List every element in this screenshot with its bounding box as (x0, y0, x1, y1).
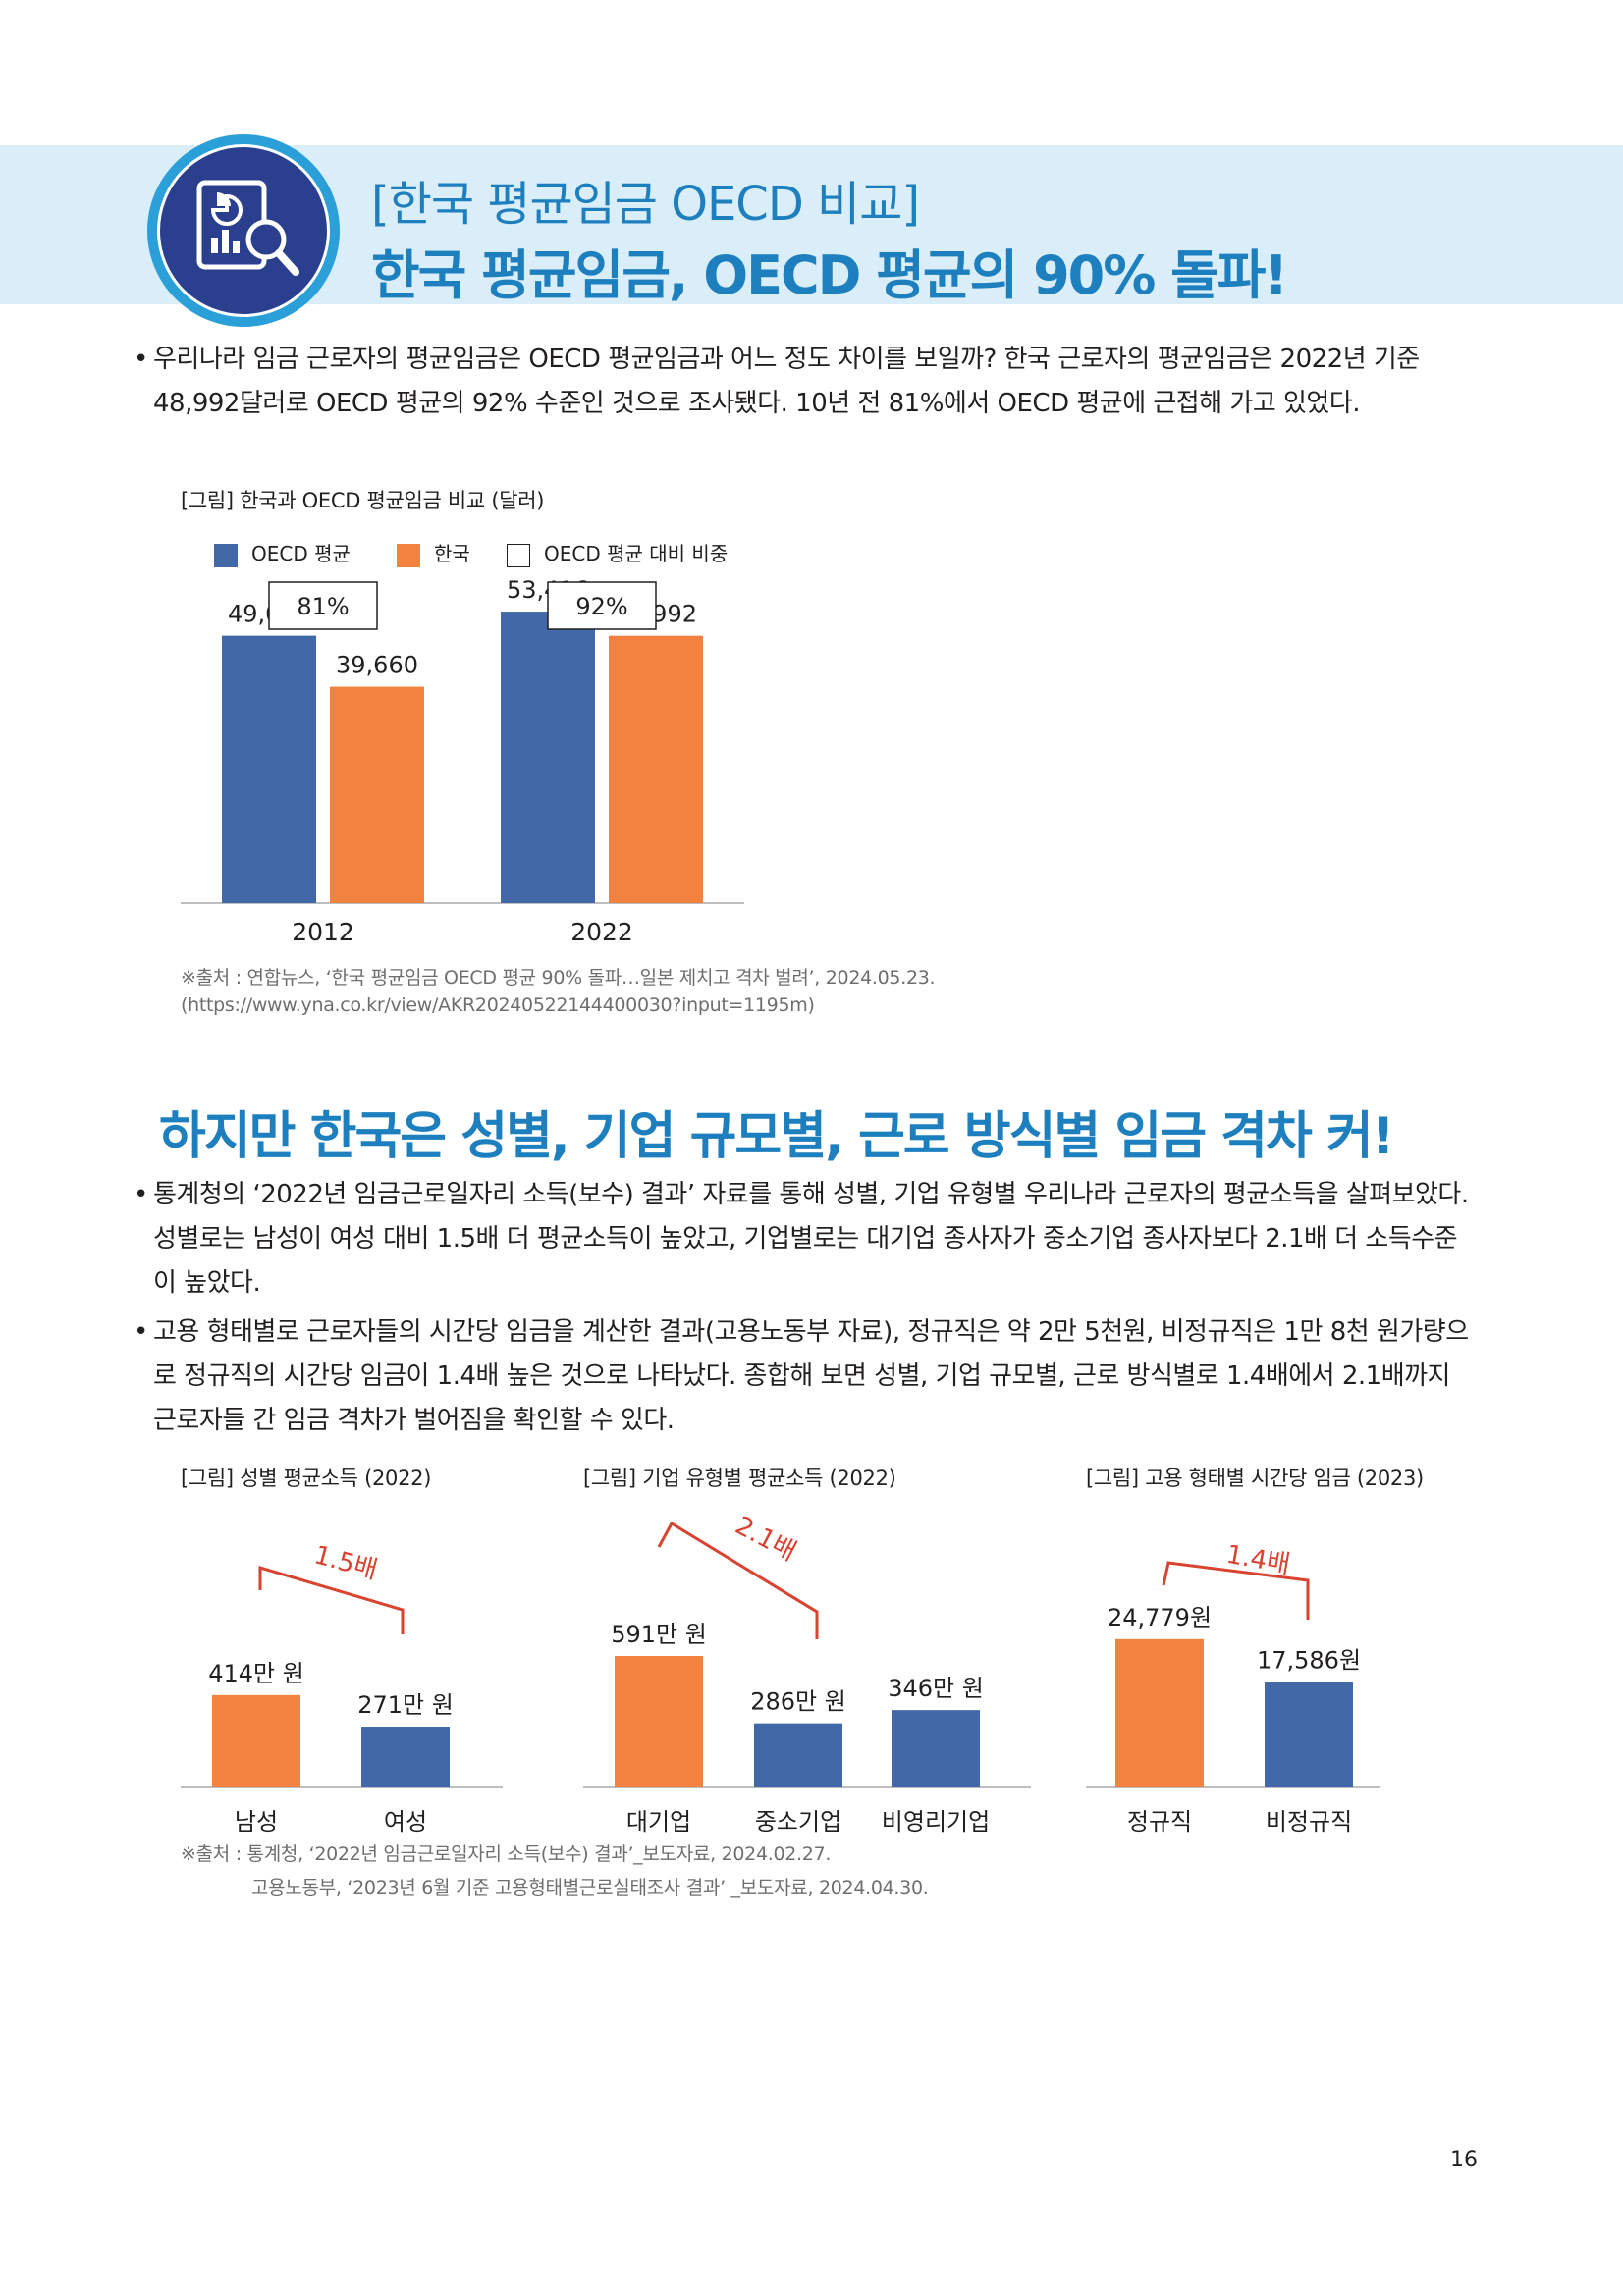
chart3-bar-비영리기업 (892, 1710, 980, 1787)
legend-label-korea: 한국 (434, 542, 470, 565)
chart2-bar-남성 (212, 1694, 300, 1787)
intro-text: 우리나라 임금 근로자의 평균임금은 OECD 평균임금과 어느 정도 차이를 … (153, 345, 1420, 418)
bullet-icon: • (134, 345, 148, 374)
chart1-caption: [그림] 한국과 OECD 평균임금 비교 (달러) (181, 489, 545, 512)
chart1-legend-oecd: OECD 평균 (214, 538, 351, 567)
legend-label-ratio: OECD 평균 대비 비중 (544, 542, 729, 565)
section2-source-line2: 고용노동부, ‘2023년 6월 기준 고용형태별근로실태조사 결과’ _보도자… (251, 1877, 929, 1898)
ratio-label-2022: 92% (575, 593, 627, 620)
chart1-source: ※출처 : 연합뉴스, ‘한국 평균임금 OECD 평균 90% 돌파…일본 제… (181, 967, 936, 1016)
chart4-value-label-비정규직: 17,586원 (1257, 1646, 1361, 1674)
bar-2022-0 (501, 612, 595, 903)
chart4-caption: [그림] 고용 형태별 시간당 임금 (2023) (1086, 1467, 1424, 1490)
legend-label-oecd: OECD 평균 (251, 542, 351, 565)
chart3-x-tick-대기업: 대기업 (626, 1808, 691, 1836)
section2-bullet2-text: 고용 형태별로 근로자들의 시간당 임금을 계산한 결과(고용노동부 자료), … (153, 1317, 1469, 1435)
legend-swatch-ratio (507, 543, 530, 567)
chart3-x-tick-중소기업: 중소기업 (755, 1808, 841, 1836)
report-magnifier-icon (147, 134, 340, 327)
ratio-box-2022 (547, 581, 657, 630)
chart2-value-label-남성: 414만 원 (208, 1660, 304, 1687)
ratio-label-2012: 81% (297, 593, 349, 620)
x-tick-2012: 2012 (292, 918, 354, 946)
chart4-x-tick-정규직: 정규직 (1127, 1808, 1192, 1836)
chart2-x-tick-남성: 남성 (235, 1808, 278, 1836)
bullet-icon: • (134, 1180, 148, 1209)
bar-label-2012-1: 39,660 (336, 652, 418, 679)
chart4-bar-비정규직 (1265, 1682, 1353, 1787)
section2-bullet1: • 통계청의 ‘2022년 임금근로일자리 소득(보수) 결과’ 자료를 통해 … (134, 1173, 1473, 1306)
chart4-value-label-정규직: 24,779원 (1108, 1604, 1212, 1631)
legend-swatch-oecd (214, 543, 238, 567)
section2-source-line1: ※출처 : 통계청, ‘2022년 임금근로일자리 소득(보수) 결과’_보도자… (181, 1843, 832, 1865)
chart1-legend-ratio: OECD 평균 대비 비중 (507, 538, 728, 567)
chart1-legend-korea: 한국 (397, 538, 470, 567)
bar-2012-1 (330, 686, 424, 903)
intro-paragraph: • 우리나라 임금 근로자의 평균임금은 OECD 평균임금과 어느 정도 차이… (134, 338, 1473, 426)
chart4-bracket (1162, 1561, 1310, 1620)
chart2-value-label-여성: 271만 원 (357, 1691, 454, 1719)
chart3-bar-대기업 (615, 1656, 703, 1787)
chart2-bracket (258, 1565, 405, 1634)
chart4-annotation: 1.4배 (1224, 1540, 1292, 1580)
chart3-x-tick-비영리기업: 비영리기업 (882, 1808, 990, 1836)
page-subtitle: [한국 평균임금 OECD 비교] (371, 177, 920, 232)
bar-2022-1 (609, 635, 703, 903)
section2-heading: 하지만 한국은 성별, 기업 규모별, 근로 방식별 임금 격차 커! (159, 1107, 1394, 1166)
chart4-x-tick-비정규직: 비정규직 (1266, 1808, 1352, 1836)
chart2-caption: [그림] 성별 평균소득 (2022) (181, 1467, 432, 1490)
chart3-value-label-대기업: 591만 원 (611, 1621, 707, 1648)
chart3-bar-중소기업 (754, 1723, 842, 1787)
page-number: 16 (1450, 2148, 1478, 2172)
legend-swatch-korea (397, 543, 420, 567)
chart3-value-label-중소기업: 286만 원 (750, 1688, 846, 1716)
chart4-bar-정규직 (1115, 1638, 1204, 1787)
bullet-icon: • (134, 1317, 148, 1347)
page-title: 한국 평균임금, OECD 평균의 90% 돌파! (371, 244, 1288, 306)
chart3-value-label-비영리기업: 346만 원 (888, 1675, 984, 1702)
x-tick-2022: 2022 (570, 918, 633, 946)
chart2-x-tick-여성: 여성 (384, 1808, 427, 1836)
chart3-caption: [그림] 기업 유형별 평균소득 (2022) (583, 1467, 896, 1490)
chart3-bracket (657, 1521, 819, 1639)
chart2-bar-여성 (361, 1727, 450, 1787)
bar-2012-0 (222, 635, 316, 903)
ratio-box-2012 (268, 581, 378, 630)
section2-bullet1-text: 통계청의 ‘2022년 임금근로일자리 소득(보수) 결과’ 자료를 통해 성별… (153, 1180, 1469, 1298)
section2-bullet2: • 고용 형태별로 근로자들의 시간당 임금을 계산한 결과(고용노동부 자료)… (134, 1310, 1473, 1443)
